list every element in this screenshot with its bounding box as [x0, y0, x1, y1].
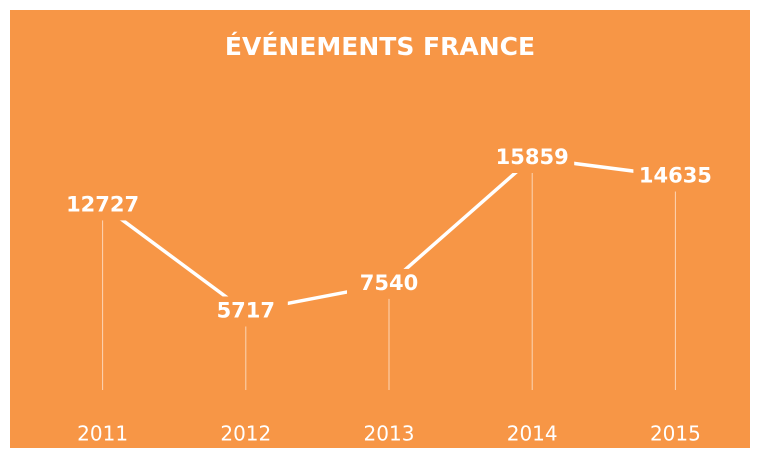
- data-label: 5717: [217, 298, 275, 322]
- x-tick-label: 2011: [77, 422, 128, 446]
- data-label: 12727: [66, 192, 139, 216]
- data-label: 14635: [639, 164, 712, 188]
- data-label: 7540: [360, 271, 418, 295]
- label-background: [490, 143, 575, 173]
- x-tick-label: 2015: [650, 422, 701, 446]
- x-tick-label: 2013: [364, 422, 415, 446]
- label-background: [203, 296, 288, 327]
- x-tick-label: 2014: [507, 422, 558, 446]
- chart-background: [10, 10, 750, 448]
- x-tick-label: 2012: [220, 422, 271, 446]
- data-label: 15859: [496, 145, 569, 169]
- label-background: [347, 268, 431, 299]
- chart-title: ÉVÉNEMENTS FRANCE: [225, 32, 535, 61]
- label-background: [633, 161, 718, 192]
- label-background: [60, 190, 145, 221]
